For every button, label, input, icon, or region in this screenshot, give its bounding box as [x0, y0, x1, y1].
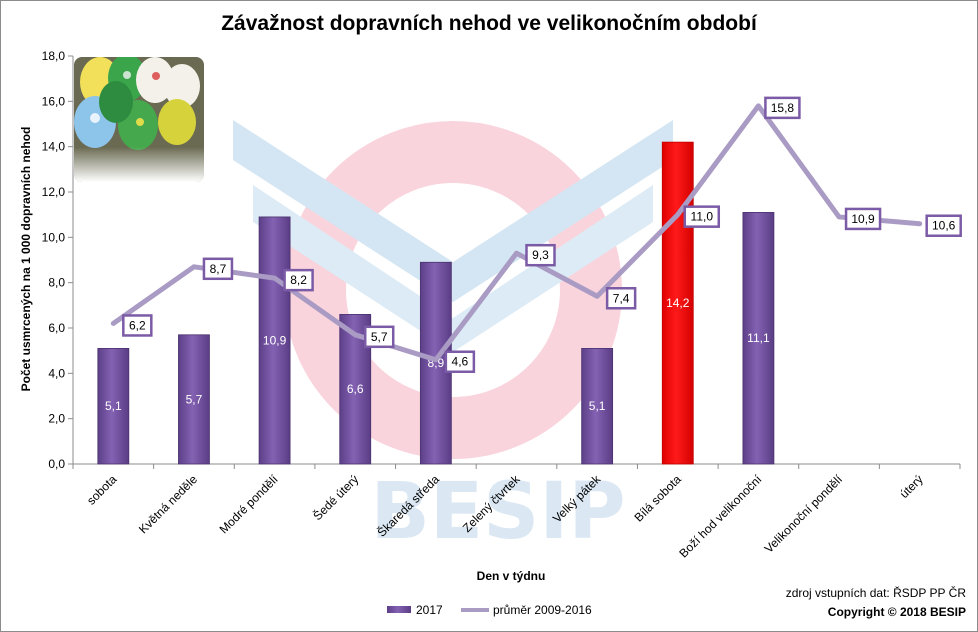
- bar: [742, 211, 775, 465]
- line-label: 8,2: [290, 273, 307, 287]
- bar: [258, 216, 291, 465]
- line-labels: 6,2 8,7 8,2 5,7 4,6 9,3 7,4 11,0 15,8 10,9 10,6: [122, 96, 962, 373]
- x-tick-label: Velikonoční pondělí: [762, 472, 846, 556]
- line-label: 11,0: [691, 210, 714, 224]
- line-label-box: [605, 287, 637, 310]
- bar: [97, 347, 130, 465]
- bar: [178, 334, 210, 465]
- legend-label-line: průměr 2009-2016: [493, 603, 592, 617]
- legend-label-bar: 2017: [416, 603, 443, 617]
- x-tick-label: sobota: [84, 472, 120, 508]
- bar-label: 5,1: [105, 399, 122, 413]
- line-label-box: [202, 257, 234, 281]
- y-tick-label: 6,0: [48, 321, 65, 335]
- bar-label: 10,9: [263, 333, 287, 347]
- line-label-box: [925, 214, 962, 237]
- source-note: zdroj vstupních dat: ŘSDP PP ČR: [786, 585, 967, 600]
- x-tick-label: Šedé úterý: [310, 472, 362, 524]
- x-tick-label: úterý: [897, 472, 926, 501]
- line-label: 4,6: [452, 355, 469, 369]
- line-label-box: [764, 96, 801, 120]
- y-tick-label: 8,0: [48, 276, 65, 290]
- y-tick-label: 4,0: [48, 366, 65, 380]
- x-tick-label: Květná neděle: [136, 472, 200, 536]
- legend: 2017 průměr 2009-2016: [387, 603, 592, 617]
- line-series: [110, 103, 923, 363]
- line-label: 7,4: [613, 291, 630, 305]
- line-label: 5,7: [371, 330, 388, 344]
- y-axis-title: Počet usmrcených na 1 000 dopravních neh…: [19, 127, 33, 392]
- line-label: 10,6: [932, 219, 956, 233]
- line-label: 8,7: [210, 262, 227, 276]
- bar-label: 6,6: [347, 382, 364, 396]
- x-tick-label: Boží hod velikonoční: [676, 472, 765, 561]
- line-label-box: [683, 205, 721, 228]
- watermark-text: BESIP: [370, 467, 625, 557]
- bar: [581, 347, 614, 465]
- x-tick-label: Bílá sobota: [632, 472, 685, 525]
- line-label-box: [363, 325, 395, 349]
- bar: [661, 141, 694, 465]
- besip-watermark: BESIP: [233, 120, 673, 557]
- y-tick-label: 16,0: [42, 94, 66, 108]
- copyright-note: Copyright © 2018 BESIP: [828, 605, 966, 619]
- line-path: [110, 103, 923, 363]
- y-tick-label: 2,0: [48, 412, 65, 426]
- easter-eggs-photo: [74, 57, 204, 182]
- y-tick-label: 10,0: [42, 230, 66, 244]
- bar-series: 5,1 5,710,96,68,95,114,211,1: [97, 141, 775, 465]
- line-label-box: [525, 243, 556, 267]
- line-label: 15,8: [771, 101, 795, 115]
- y-tick-label: 0,0: [48, 457, 65, 471]
- y-tick-label: 14,0: [42, 140, 66, 154]
- legend-swatch-bar: [387, 606, 411, 613]
- bar-label: 11,1: [747, 331, 770, 345]
- line-label-box: [444, 350, 476, 373]
- line-label-box: [283, 268, 314, 292]
- x-axis-title: Den v týdnu: [477, 569, 546, 583]
- line-label-box: [844, 207, 882, 231]
- bar-label: 5,7: [186, 392, 203, 406]
- line-label: 9,3: [532, 248, 549, 262]
- line-label: 10,9: [851, 212, 875, 226]
- line-label-box: [122, 314, 153, 337]
- chart-title: Závažnost dopravních nehod ve velikonočn…: [221, 12, 758, 35]
- x-tick-label: Modré pondělí: [217, 472, 282, 537]
- y-tick-label: 12,0: [42, 185, 66, 199]
- y-tick-label: 18,0: [42, 49, 66, 63]
- y-axis: 0,0 2,0 4,0 6,0 8,0 10,0 12,0 14,0 16,0 18,0: [42, 49, 74, 471]
- line-label: 6,2: [129, 318, 146, 332]
- bar-label: 14,2: [666, 296, 690, 310]
- bar-label: 5,1: [589, 399, 606, 413]
